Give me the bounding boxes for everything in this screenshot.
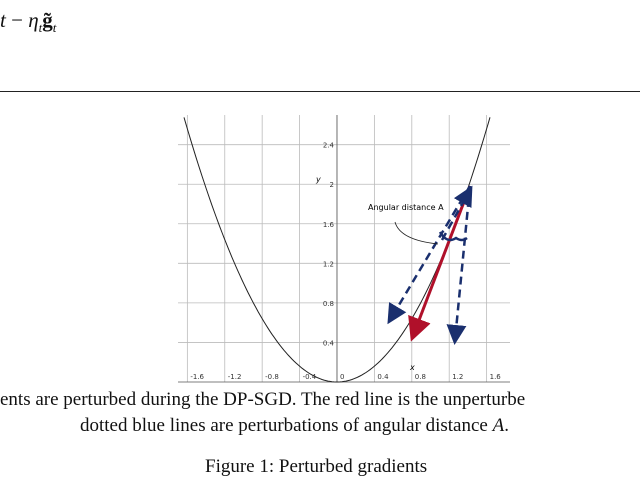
x-tick-label: -1.2 bbox=[228, 373, 242, 381]
x-tick-label: -0.4 bbox=[303, 373, 317, 381]
rule bbox=[0, 91, 640, 92]
eq-sub: t bbox=[38, 20, 43, 36]
y-tick-label: 1.6 bbox=[323, 221, 335, 229]
x-tick-label: 1.6 bbox=[490, 373, 502, 381]
eq-lead: t bbox=[0, 8, 6, 32]
y-tick-label: 1.2 bbox=[323, 260, 334, 268]
x-tick-label: 0.8 bbox=[415, 373, 426, 381]
eq-minus: − bbox=[11, 8, 23, 32]
eq-g: g̃ bbox=[42, 8, 53, 32]
eq-sub: t bbox=[52, 20, 57, 36]
y-axis-label: y bbox=[315, 175, 321, 184]
y-tick-label: 2.4 bbox=[323, 142, 335, 150]
eq-eta: η bbox=[28, 8, 39, 32]
figure-label: Figure 1: Perturbed gradients bbox=[205, 456, 428, 477]
caption-line: ents are perturbed during the DP-SGD. Th… bbox=[0, 389, 526, 410]
angle-arc bbox=[438, 231, 468, 242]
caption-text: dotted blue lines are perturbations of a… bbox=[80, 415, 493, 436]
caption-var: A bbox=[492, 415, 505, 436]
caption-text: . bbox=[504, 415, 509, 436]
y-tick-label: 0.4 bbox=[323, 339, 335, 347]
x-axis-label: x bbox=[409, 363, 415, 372]
annotation: Angular distance A bbox=[368, 203, 444, 212]
x-tick-label: 0 bbox=[340, 373, 344, 381]
annotation-line bbox=[394, 221, 439, 245]
perturbed-arrow bbox=[387, 185, 472, 325]
x-tick-label: -1.6 bbox=[190, 373, 204, 381]
perturbed-arrow bbox=[440, 185, 473, 241]
y-tick-label: 0.8 bbox=[323, 300, 334, 308]
gradient-arrow bbox=[408, 185, 472, 342]
caption-line: dotted blue lines are perturbations of a… bbox=[80, 415, 509, 437]
arrows: Angular distance A bbox=[368, 185, 473, 345]
x-tick-label: -0.8 bbox=[265, 373, 279, 381]
x-tick-label: 0.4 bbox=[377, 373, 389, 381]
y-tick-label: 2 bbox=[330, 181, 334, 189]
equation: t − ηtg̃t bbox=[0, 8, 56, 36]
x-tick-label: 1.2 bbox=[452, 373, 463, 381]
